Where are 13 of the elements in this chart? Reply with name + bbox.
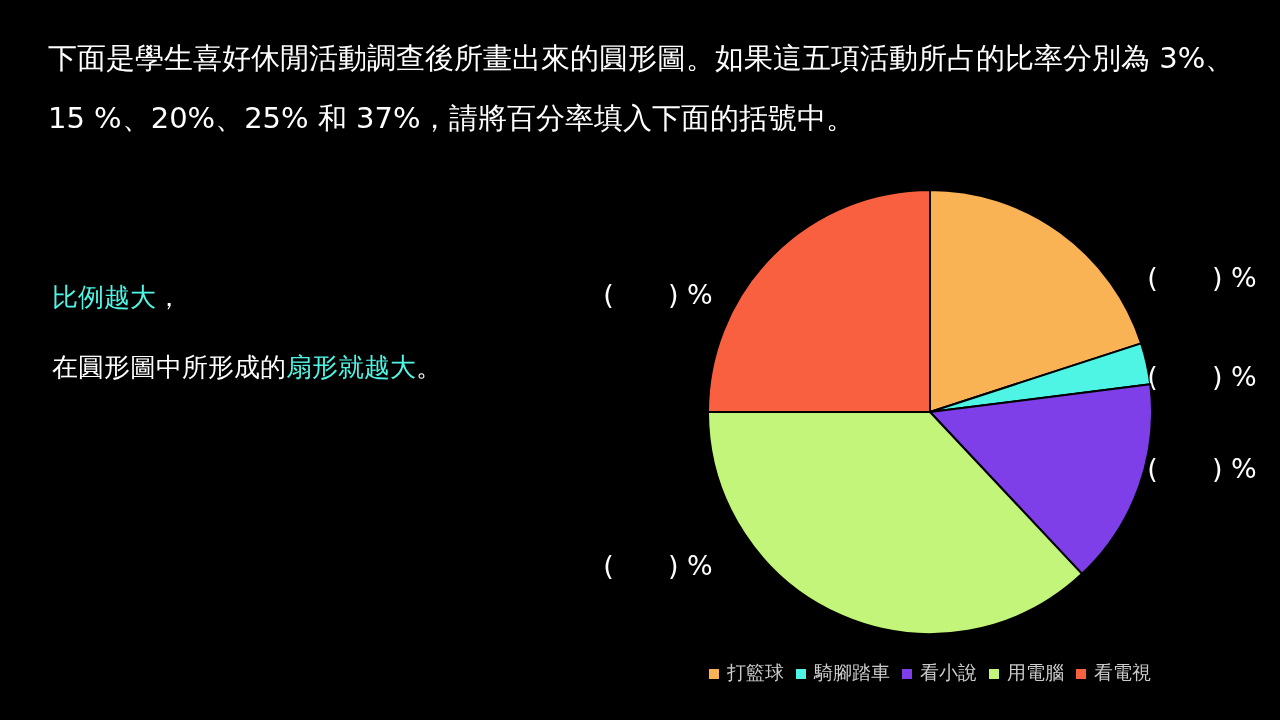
chart-title: 下面是學生喜好休閒活動調查後所畫出來的圓形圖。如果這五項活動所占的比率分別為 3%、15 %、20%、25% 和 37%，請將百分率填入下面的括號中。 <box>48 41 1235 135</box>
legend-label: 騎腳踏車 <box>812 660 890 685</box>
text: ( ) % <box>1147 360 1257 392</box>
text: ( ) % <box>603 279 713 311</box>
text: ( ) % <box>1147 453 1257 485</box>
legend-label: 看小說 <box>919 660 977 685</box>
legend-label: 打籃球 <box>726 660 784 685</box>
legend-label: 看電視 <box>1093 660 1151 685</box>
text: 在圓形圖中所形成的扇形就越大。 <box>52 352 442 382</box>
legend-label: 用電腦 <box>1006 660 1064 685</box>
text: 比例越大， <box>52 282 182 312</box>
text: ( ) % <box>603 549 713 581</box>
text: ( ) % <box>1147 262 1257 294</box>
